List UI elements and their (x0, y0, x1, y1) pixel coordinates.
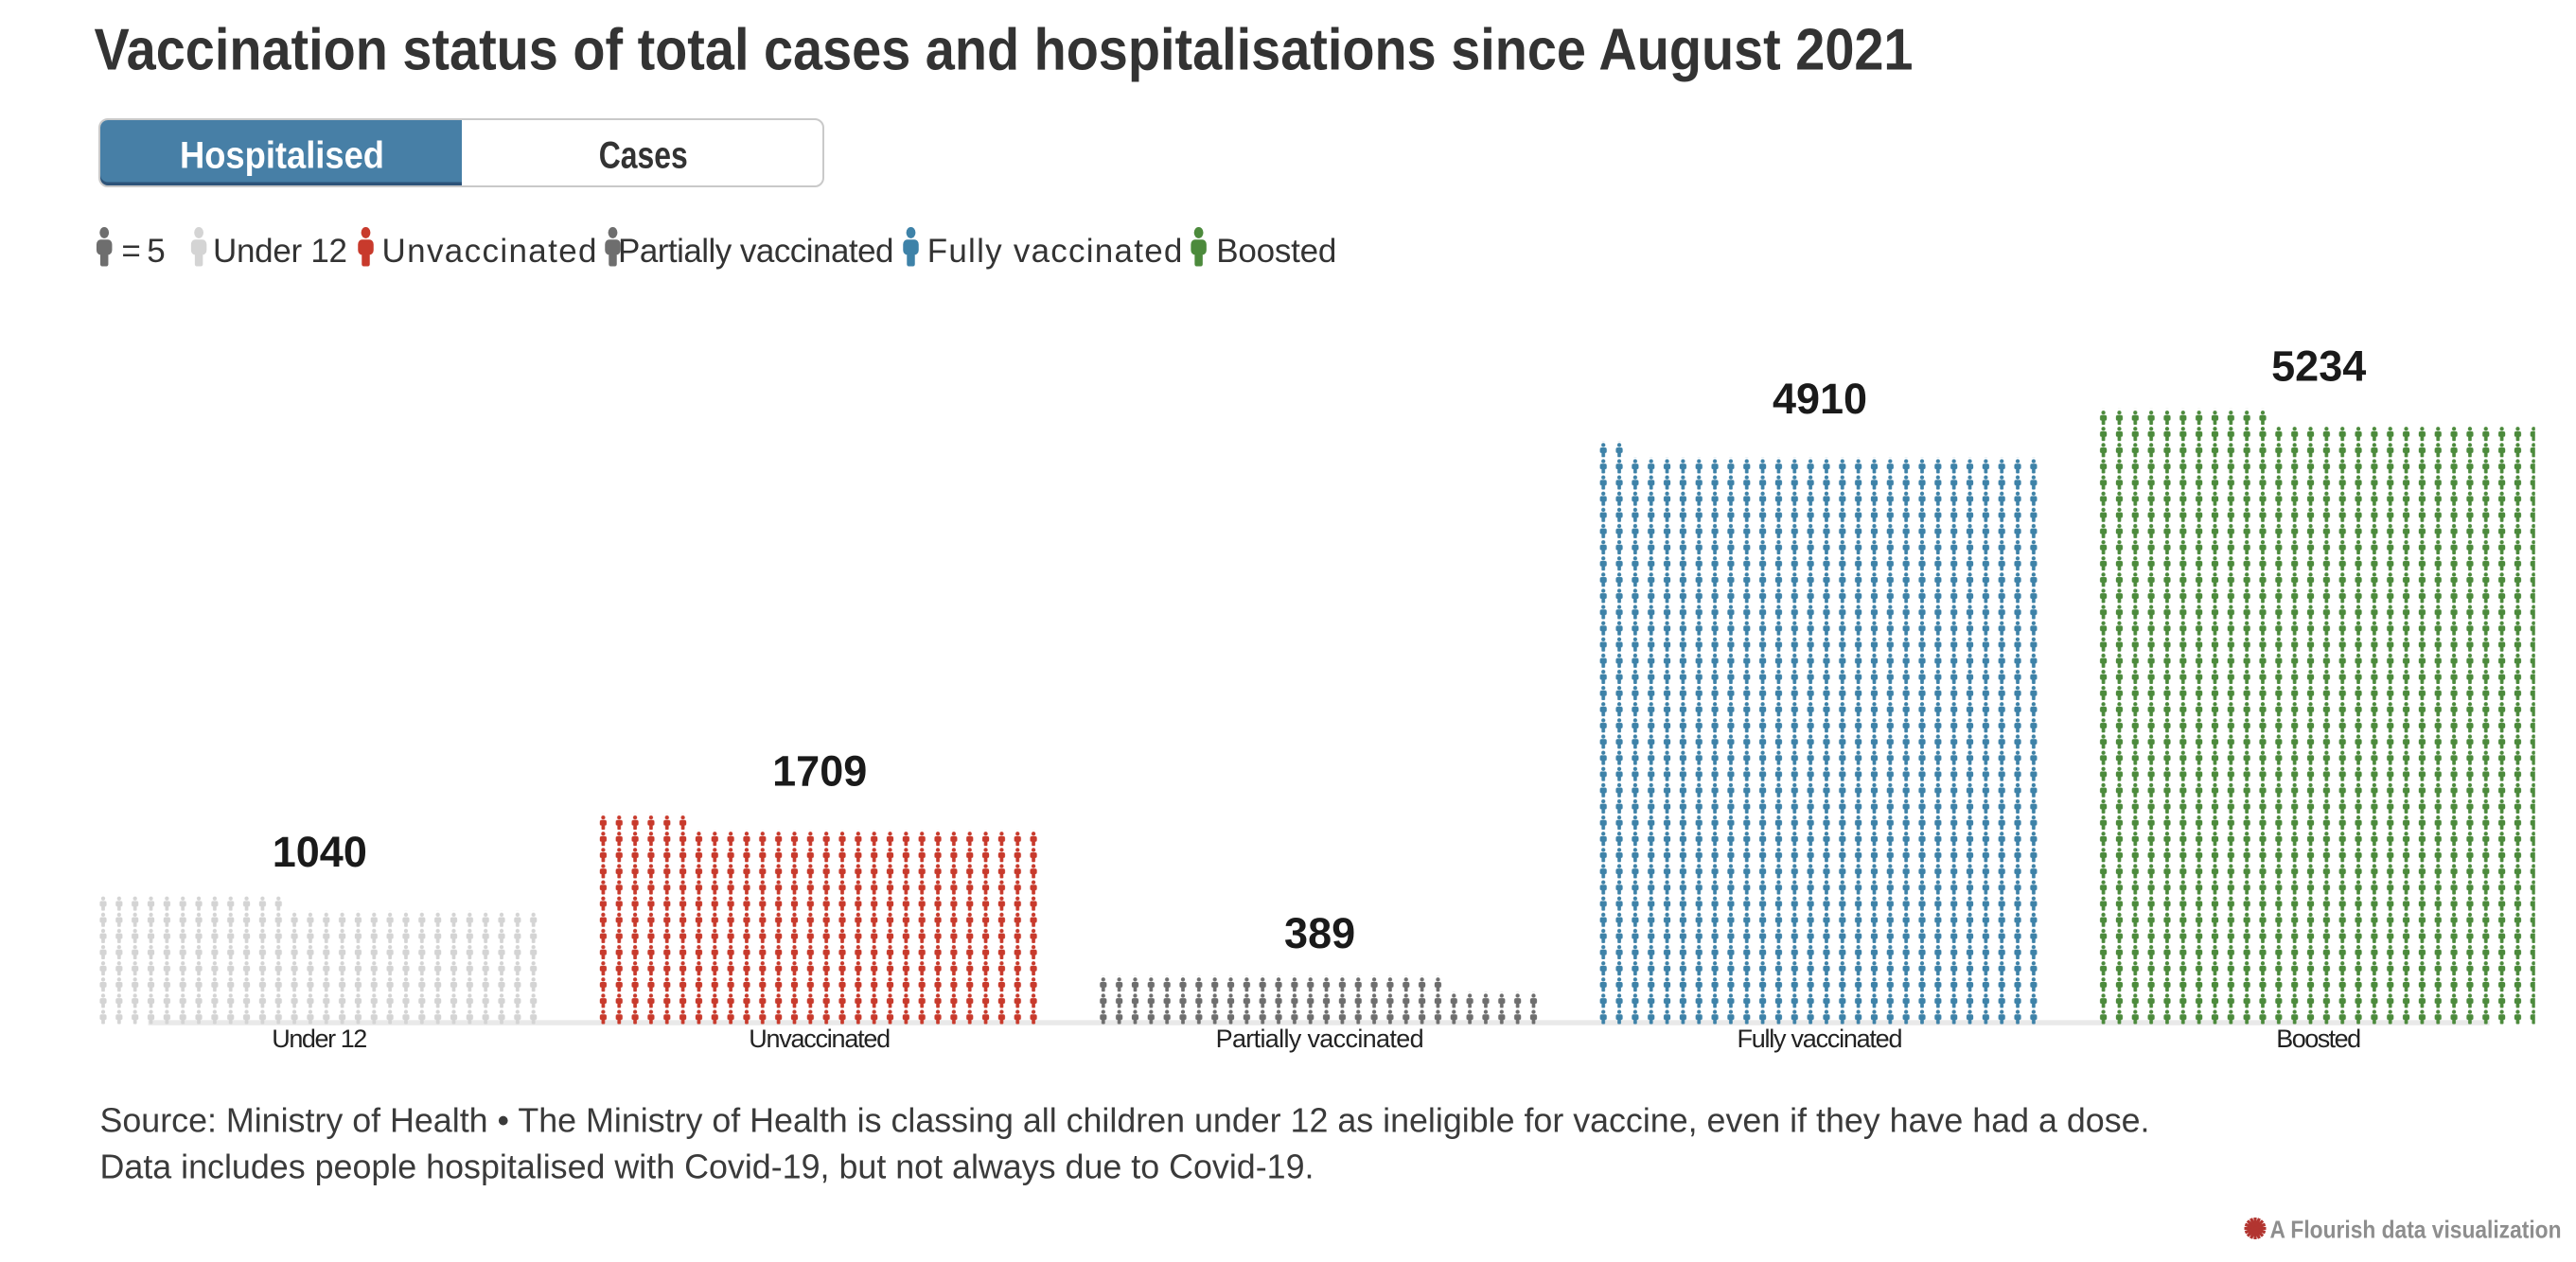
svg-text:Under 12: Under 12 (213, 233, 347, 270)
svg-text:Cases: Cases (599, 135, 688, 177)
svg-text:Vaccination status of total ca: Vaccination status of total cases and ho… (95, 17, 1914, 82)
svg-text:Partially vaccinated: Partially vaccinated (1216, 1025, 1424, 1053)
svg-text:5234: 5234 (2271, 342, 2366, 391)
svg-text:=: = (121, 233, 140, 270)
svg-text:Boosted: Boosted (1216, 233, 1336, 270)
svg-text:Unvaccinated: Unvaccinated (382, 233, 597, 270)
svg-text:Boosted: Boosted (2276, 1025, 2361, 1053)
svg-text:Unvaccinated: Unvaccinated (749, 1025, 891, 1053)
svg-text:Fully vaccinated: Fully vaccinated (1738, 1025, 1903, 1053)
svg-text:Source: Ministry of Health • T: Source: Ministry of Health • The Ministr… (100, 1100, 2150, 1139)
svg-text:1709: 1709 (772, 747, 867, 796)
svg-text:1040: 1040 (273, 828, 367, 876)
svg-text:5: 5 (147, 233, 165, 270)
svg-text:389: 389 (1284, 909, 1355, 957)
svg-text:Data includes people hospitali: Data includes people hospitalised with C… (100, 1148, 1314, 1186)
svg-text:4910: 4910 (1773, 375, 1867, 423)
svg-text:Hospitalised: Hospitalised (180, 135, 384, 177)
svg-text:Under 12: Under 12 (272, 1025, 367, 1053)
svg-text:Fully vaccinated: Fully vaccinated (927, 233, 1183, 270)
svg-text:Partially vaccinated: Partially vaccinated (618, 233, 894, 270)
svg-text:A Flourish data visualization: A Flourish data visualization (2270, 1216, 2562, 1244)
